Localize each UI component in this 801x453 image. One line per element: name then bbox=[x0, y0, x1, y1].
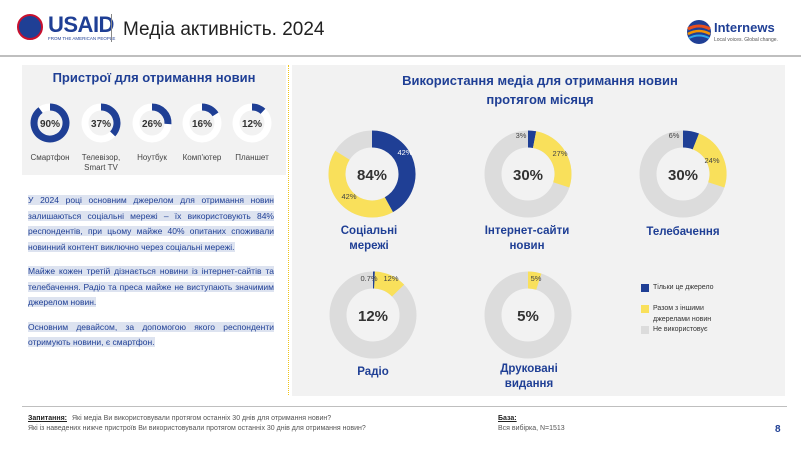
base-label: База: bbox=[498, 415, 517, 422]
device-label: Телевізор, bbox=[82, 153, 120, 162]
legend-only: Тільки це джерело bbox=[653, 284, 714, 291]
media-chart: 84%42%42%30%3%27%30%6%24%12%0.7% 12%5%5% bbox=[328, 130, 727, 359]
media-label-tv: Телебачення bbox=[646, 226, 720, 238]
media-label-print: Друковані видання bbox=[500, 363, 558, 390]
media-total: 30% bbox=[668, 167, 698, 184]
device-label: Комп'ютер bbox=[183, 153, 222, 162]
device-ring-value bbox=[30, 103, 70, 143]
legend-swatch-not-used bbox=[641, 326, 649, 334]
question-label: Запитання: bbox=[28, 415, 68, 422]
question-1: Які медіа Ви використовували протягом ос… bbox=[72, 415, 332, 422]
device-percent: 37% bbox=[91, 119, 111, 130]
device-percent: 90% bbox=[40, 119, 60, 130]
media-ring-only bbox=[527, 130, 537, 149]
device-ring-value bbox=[251, 103, 266, 115]
devices-title: Пристрої для отримання новин bbox=[52, 70, 256, 85]
media-label-radio: Радіо bbox=[357, 366, 389, 378]
device-ring-value bbox=[100, 103, 121, 137]
device-percent: 16% bbox=[192, 119, 212, 130]
usaid-tagline: FROM THE AMERICAN PEOPLE bbox=[48, 36, 116, 41]
media-label-only-value: 0.7% bbox=[360, 274, 377, 283]
media-label-websites: Інтернет-сайти новин bbox=[484, 225, 570, 252]
media-label-with-value: 12% bbox=[383, 274, 398, 283]
media-label-with-value: 24% bbox=[704, 156, 719, 165]
usaid-seal-icon bbox=[17, 14, 43, 40]
media-ring-only bbox=[371, 130, 416, 213]
panel-divider bbox=[288, 65, 289, 395]
media-ring-with-others bbox=[527, 271, 542, 290]
media-label-social: Соціальні мережі bbox=[340, 225, 398, 252]
legend-swatch-with-others bbox=[641, 305, 649, 313]
media-ring-with-others bbox=[532, 131, 572, 188]
media-total: 12% bbox=[358, 308, 388, 325]
internews-logo-text: Internews bbox=[714, 20, 775, 35]
media-total: 84% bbox=[357, 167, 387, 184]
base-value: Вся вибірка, N=1513 bbox=[498, 425, 565, 432]
media-total: 5% bbox=[517, 308, 539, 325]
summary-text: У 2024 році основним джерелом для отрима… bbox=[28, 193, 274, 360]
device-percent: 12% bbox=[242, 119, 262, 130]
media-ring-with-others bbox=[328, 150, 393, 218]
internews-logo-icon bbox=[687, 20, 711, 44]
media-ring-only bbox=[682, 130, 700, 150]
media-label-with-value: 27% bbox=[552, 149, 567, 158]
media-label-with-value: 5% bbox=[531, 274, 542, 283]
media-total: 30% bbox=[513, 167, 543, 184]
media-ring-with-others bbox=[692, 133, 727, 188]
media-label-only-value: 6% bbox=[669, 131, 680, 140]
page-number: 8 bbox=[775, 424, 781, 435]
legend-not-used: Не використовує bbox=[653, 326, 708, 333]
device-label: Планшет bbox=[235, 153, 269, 162]
header-rule bbox=[0, 55, 801, 57]
question-2: Які із наведених нижче пристроїв Ви вико… bbox=[28, 425, 366, 432]
usaid-logo: USAID bbox=[48, 12, 114, 37]
device-label: Ноутбук bbox=[137, 153, 167, 162]
page-title: Медіа активність. 2024 bbox=[123, 19, 325, 40]
internews-tagline: Local voices. Global change. bbox=[714, 37, 778, 43]
title-divider bbox=[111, 14, 112, 42]
devices-chart: 90% Смартфон 37% Телевізор,Smart TV 26% Ноутб… bbox=[30, 103, 272, 172]
device-percent: 26% bbox=[142, 119, 162, 130]
media-ring-with-others bbox=[373, 271, 405, 297]
device-label: Смартфон bbox=[30, 153, 69, 162]
device-ring-value bbox=[201, 103, 219, 117]
legend-with-others: Разом з іншими джерелами новин bbox=[653, 305, 712, 323]
media-title-line-2: протягом місяця bbox=[486, 92, 594, 107]
media-label-with-value: 42% bbox=[341, 192, 356, 201]
footer-rule bbox=[22, 406, 787, 407]
media-title: Використання медіа для отримання новин п… bbox=[300, 71, 780, 109]
media-title-line-1: Використання медіа для отримання новин bbox=[402, 73, 678, 88]
device-label: Smart TV bbox=[84, 163, 118, 172]
media-label-only-value: 42% bbox=[397, 148, 412, 157]
media-label-only-value: 3% bbox=[516, 131, 527, 140]
legend-swatch-only bbox=[641, 284, 649, 292]
device-ring-value bbox=[151, 103, 172, 125]
